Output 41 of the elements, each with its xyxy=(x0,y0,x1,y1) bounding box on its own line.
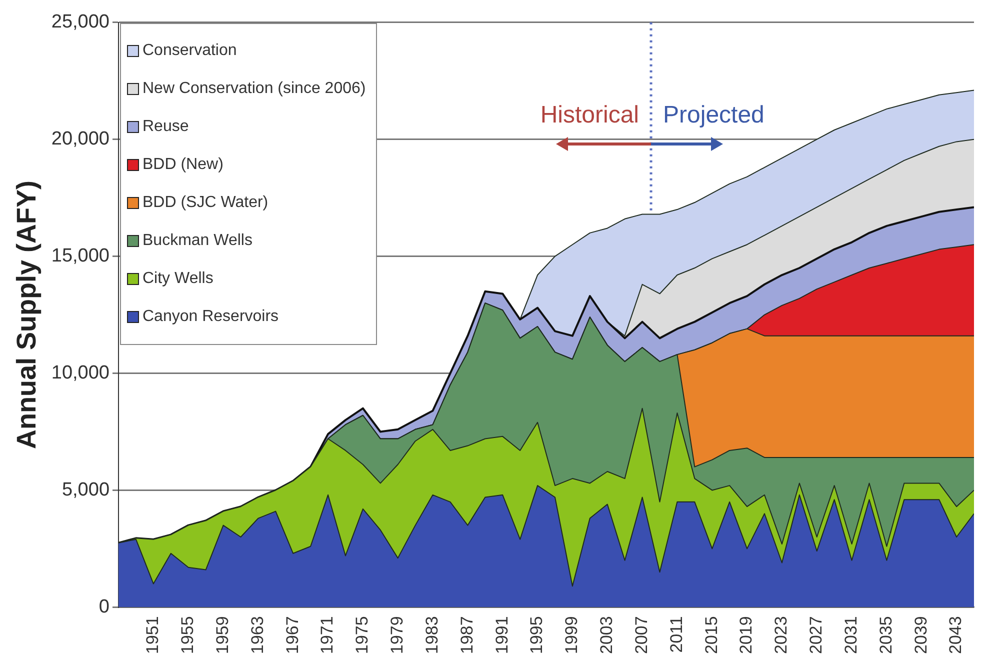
x-tick-label: 2019 xyxy=(736,616,756,654)
x-tick-label: 1955 xyxy=(178,616,198,654)
y-tick-label: 0 xyxy=(98,596,110,618)
x-tick-label: 1979 xyxy=(388,616,407,654)
legend-label: Conservation xyxy=(142,42,237,60)
y-tick-label: 25,000 xyxy=(51,12,110,33)
x-tick-label: 1995 xyxy=(527,616,546,654)
x-tick-label: 2015 xyxy=(702,616,721,654)
x-tick-label: 2031 xyxy=(841,616,860,654)
x-tick-label: 2011 xyxy=(666,616,686,653)
y-tick-label: 20,000 xyxy=(51,128,110,150)
x-tick-label: 2027 xyxy=(806,616,826,654)
x-tick-label: 2003 xyxy=(597,616,616,654)
legend-label: Buckman Wells xyxy=(142,232,252,250)
x-tick-label: 1983 xyxy=(422,616,442,654)
x-tick-label: 2023 xyxy=(772,616,791,654)
legend-label: City Wells xyxy=(142,270,214,288)
x-tick-label: 1999 xyxy=(562,616,582,654)
x-tick-label: 1951 xyxy=(143,616,162,654)
legend-label: BDD (SJC Water) xyxy=(142,194,268,212)
y-tick-label: 10,000 xyxy=(51,362,110,384)
x-tick-label: 2043 xyxy=(946,616,966,654)
annotation: Projected xyxy=(663,102,764,129)
legend-label: Canyon Reservoirs xyxy=(142,308,279,326)
x-tick-label: 2035 xyxy=(876,616,896,654)
legend-label: Reuse xyxy=(142,118,189,136)
legend-label: New Conservation (since 2006) xyxy=(142,80,366,98)
legend-label: BDD (New) xyxy=(142,156,224,174)
x-tick-label: 1963 xyxy=(248,616,267,654)
x-tick-label: 1975 xyxy=(352,616,372,654)
x-tick-label: 1971 xyxy=(318,616,337,654)
x-tick-label: 2007 xyxy=(632,616,651,654)
y-tick-label: 5,000 xyxy=(62,479,110,500)
y-tick-label: 15,000 xyxy=(51,246,110,267)
x-tick-label: 1959 xyxy=(212,616,232,654)
annotation: Historical xyxy=(540,102,640,129)
y-axis-title: Annual Supply (AFY) xyxy=(12,180,42,450)
x-tick-label: 1987 xyxy=(457,616,476,654)
x-tick-label: 2039 xyxy=(911,616,930,654)
x-tick-label: 1967 xyxy=(282,616,302,654)
x-tick-label: 1991 xyxy=(492,616,512,654)
